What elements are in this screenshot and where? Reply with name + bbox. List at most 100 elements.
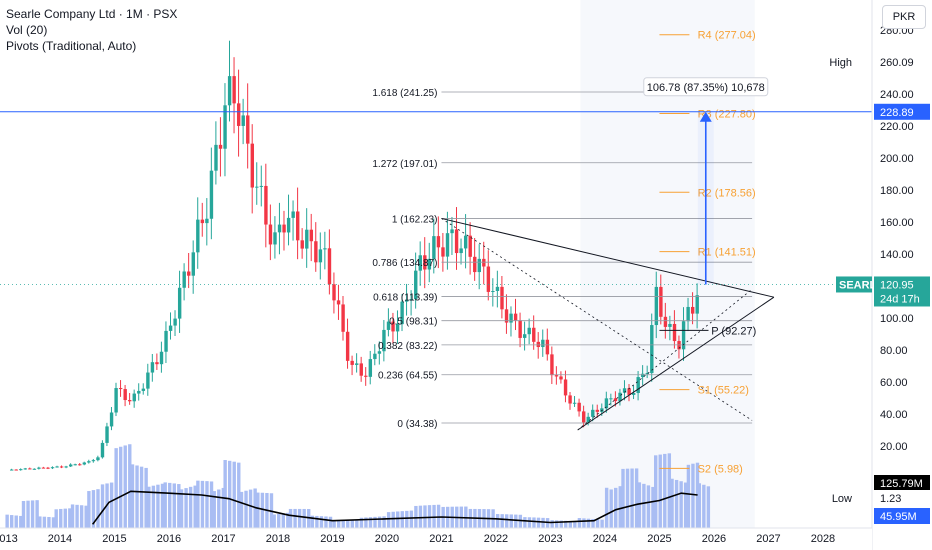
volume-bar: [614, 487, 618, 528]
time-tick-label: 2028: [811, 533, 835, 545]
candle-body: [350, 360, 354, 365]
pivot-label: R1 (141.51): [698, 247, 756, 259]
time-tick-label: 2019: [320, 533, 344, 545]
volume-bar: [277, 513, 281, 528]
volume-bar: [591, 518, 595, 528]
volume-bar: [184, 488, 188, 528]
time-tick-label: 2024: [593, 533, 617, 545]
candle-body: [250, 143, 255, 188]
volume-bar: [19, 515, 23, 528]
time-tick-label: 2013: [0, 533, 18, 545]
candle-body: [191, 252, 195, 276]
candle-body: [613, 398, 618, 402]
candle-body: [214, 144, 218, 171]
volume-bar: [217, 489, 221, 528]
volume-bar: [47, 516, 51, 528]
candle-body: [305, 229, 309, 249]
candle-body: [55, 466, 59, 468]
volume-bar: [315, 515, 319, 528]
candle-body: [395, 324, 400, 332]
candle-body: [504, 309, 509, 323]
candle-body: [373, 353, 377, 360]
volume-bar: [527, 517, 532, 528]
volume-bar: [109, 482, 114, 528]
legend-pivots[interactable]: Pivots (Traditional, Auto): [6, 39, 137, 53]
volume-bar: [630, 468, 634, 528]
volume-bar: [310, 515, 315, 528]
volume-bar: [702, 484, 706, 528]
candle-body: [309, 229, 314, 242]
time-tick-label: 2020: [375, 533, 399, 545]
candle-body: [418, 255, 422, 271]
candle-body: [69, 464, 73, 467]
volume-bar: [123, 445, 127, 528]
volume-bar: [577, 518, 582, 528]
candle-body: [477, 258, 481, 273]
volume-bar: [221, 487, 226, 528]
candle-body: [141, 388, 146, 391]
volume-bar: [364, 517, 368, 528]
volume-bar: [272, 514, 276, 528]
volume-bar: [172, 483, 176, 528]
candle-body: [96, 457, 100, 461]
volume-ma-line: [92, 490, 698, 525]
volume-bar: [26, 500, 30, 528]
legend-volume[interactable]: Vol (20): [6, 23, 48, 37]
volume-bar: [54, 509, 58, 528]
volume-bar: [188, 486, 193, 528]
candle-body: [164, 330, 168, 352]
candle-body: [28, 468, 32, 470]
volume-bar: [350, 519, 355, 528]
volume-bar: [232, 461, 236, 528]
candle-body: [641, 373, 645, 378]
candle-body: [631, 393, 636, 395]
candle-body: [459, 248, 463, 254]
price-tick-label: 40.00: [880, 409, 908, 421]
candle-body: [100, 442, 105, 458]
pivot-label: S2 (5.98): [698, 463, 743, 475]
candle-body: [377, 351, 382, 354]
candle-body: [672, 323, 677, 342]
candle-body: [32, 468, 37, 470]
candle-body: [246, 115, 250, 144]
candle-body: [345, 331, 350, 361]
time-tick-label: 2027: [756, 533, 780, 545]
pivot-label: R2 (178.56): [698, 187, 756, 199]
volume-bar: [386, 512, 391, 528]
volume-bar: [227, 460, 232, 528]
candle-body: [513, 313, 518, 321]
volume-bar: [302, 508, 306, 528]
candle-body: [114, 388, 118, 413]
volume-bar: [550, 520, 554, 528]
candle-body: [41, 467, 46, 469]
currency-button[interactable]: PKR: [882, 5, 926, 29]
candle-body: [318, 249, 323, 263]
time-tick-label: 2026: [702, 533, 726, 545]
volume-bar: [114, 448, 118, 528]
volume-bar: [427, 505, 432, 528]
candle-body: [463, 235, 468, 249]
candle-body: [582, 411, 586, 423]
candle-body: [468, 235, 472, 257]
volume-bar: [193, 485, 197, 528]
candle-body: [173, 318, 177, 326]
price-tick-label: 20.00: [880, 441, 908, 453]
candle-body: [368, 359, 373, 377]
candle-body: [386, 321, 391, 330]
candle-body: [59, 466, 64, 468]
volume-bar: [237, 462, 241, 528]
volume-bar: [418, 505, 423, 528]
volume-bar: [260, 492, 265, 528]
volume-bar: [168, 482, 172, 528]
candle-body: [296, 211, 300, 241]
candle-body: [236, 103, 241, 126]
volume-bar: [341, 520, 345, 528]
volume-bar: [391, 511, 395, 528]
volume-bar: [30, 500, 35, 528]
candle-body: [291, 211, 295, 218]
candle-body: [550, 354, 554, 376]
volume-bar: [38, 516, 42, 528]
candle-body: [187, 271, 191, 276]
